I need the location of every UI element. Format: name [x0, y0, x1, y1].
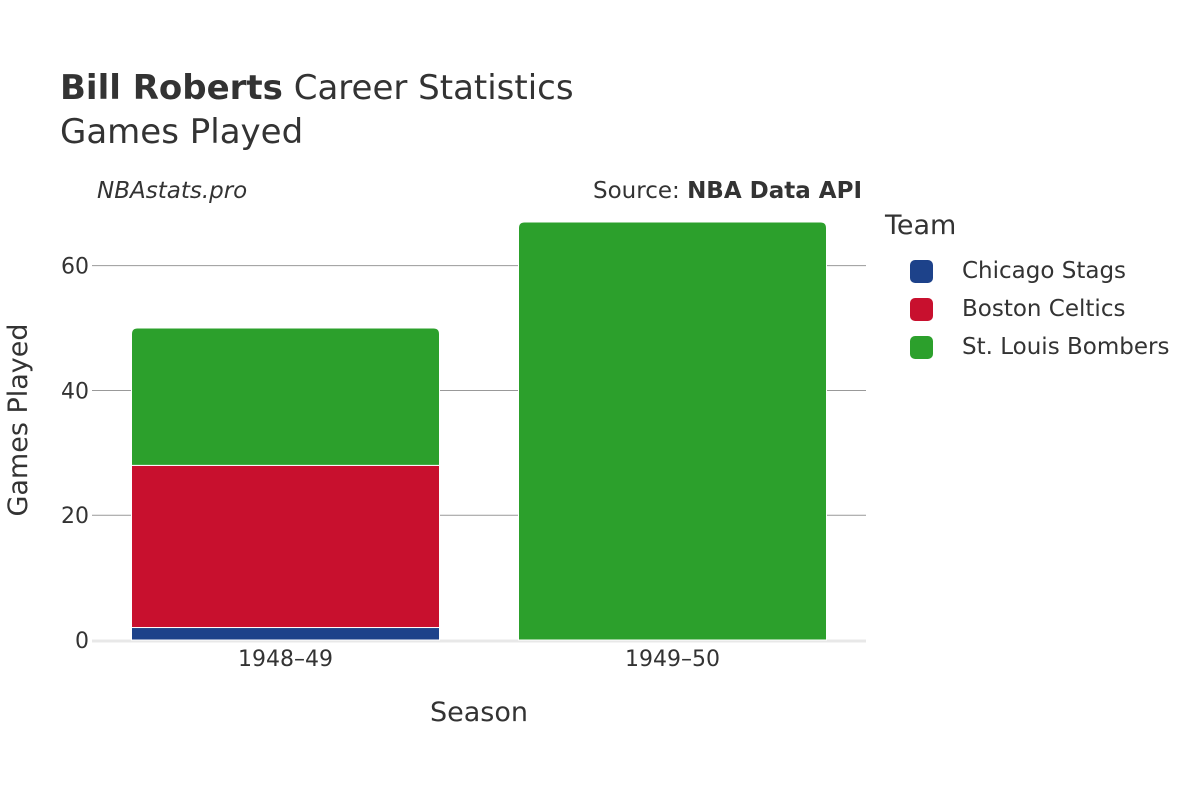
legend-swatch — [910, 297, 933, 321]
bar-boston-celtics — [131, 464, 440, 629]
chart-subtitle: Games Played — [60, 112, 304, 152]
player-name: Bill Roberts — [60, 68, 283, 108]
source-prefix: Source: — [593, 178, 688, 204]
y-tick-label: 40 — [61, 379, 89, 404]
legend-item-boston-celtics[interactable]: Boston Celtics — [910, 290, 1169, 328]
legend-swatch — [910, 259, 933, 283]
bar-st-louis-bombers — [131, 327, 440, 466]
legend-swatch — [910, 335, 933, 359]
watermark: NBAstats.pro — [97, 178, 248, 204]
title-suffix: Career Statistics — [282, 68, 574, 108]
bar-chicago-stags — [131, 627, 440, 641]
legend-item-chicago-stags[interactable]: Chicago Stags — [910, 252, 1169, 290]
y-tick-label: 0 — [75, 629, 89, 654]
chart-title: Bill Roberts Career Statistics — [60, 68, 574, 108]
legend-item-st-louis-bombers[interactable]: St. Louis Bombers — [910, 328, 1169, 366]
x-axis-ticks: 1948–49 1949–50 — [238, 647, 720, 672]
y-axis-title: Games Played — [3, 323, 34, 516]
x-tick-label: 1948–49 — [238, 647, 333, 672]
y-tick-label: 20 — [61, 504, 89, 529]
y-tick-label: 60 — [61, 255, 89, 280]
legend-label: Boston Celtics — [962, 296, 1126, 322]
bar-st-louis-bombers — [518, 221, 827, 641]
legend-label: St. Louis Bombers — [962, 334, 1170, 360]
legend-label: Chicago Stags — [962, 258, 1127, 284]
legend-title: Team — [885, 210, 957, 241]
x-axis-title: Season — [430, 697, 528, 728]
legend: Chicago Stags Boston Celtics St. Louis B… — [910, 252, 1169, 366]
bars — [131, 221, 827, 641]
source-credit: Source: NBA Data API — [593, 178, 862, 204]
y-axis-ticks: 0 20 40 60 — [61, 255, 89, 654]
x-tick-label: 1949–50 — [625, 647, 720, 672]
source-name: NBA Data API — [687, 178, 862, 204]
